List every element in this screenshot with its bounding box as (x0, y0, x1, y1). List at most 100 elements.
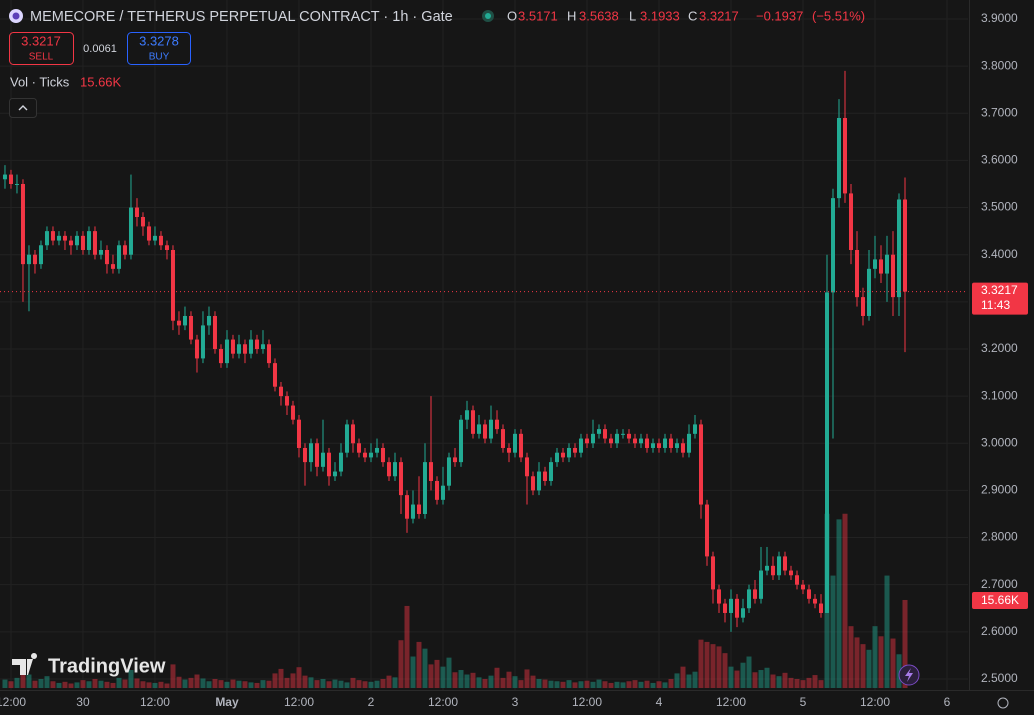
volume-bar (50, 681, 56, 688)
candle-body (86, 231, 91, 250)
volume-bar (740, 662, 746, 688)
volume-bar (764, 667, 770, 688)
y-tick-label: 3.4000 (981, 247, 1018, 261)
candle-body (716, 589, 721, 604)
volume-bar (500, 677, 506, 688)
candle-body (320, 452, 325, 467)
volume-bar (872, 626, 878, 688)
candle-body (8, 174, 13, 184)
logo-text: TradingView (48, 655, 166, 677)
last-price-label: 3.3217 (981, 283, 1018, 297)
candle-body (110, 264, 115, 269)
candle-body (554, 452, 559, 463)
volume-bar (860, 644, 866, 688)
volume-bar (260, 680, 266, 688)
volume-bar (188, 677, 194, 688)
candle-body (812, 598, 817, 604)
y-tick-label: 2.6000 (981, 624, 1018, 638)
candle-body (212, 315, 217, 349)
candle-body (638, 438, 643, 444)
symbol-title[interactable]: MEMECORE / TETHERUS PERPETUAL CONTRACT ·… (30, 9, 453, 25)
candle-body (740, 608, 745, 618)
candle-body (896, 199, 901, 298)
candle-body (50, 231, 55, 241)
volume-bar (344, 682, 350, 688)
volume-bar (374, 680, 380, 688)
volume-bar (566, 680, 572, 688)
y-tick-label: 3.8000 (981, 58, 1018, 72)
volume-bar (782, 672, 788, 688)
candle-body (488, 419, 493, 439)
volume-bar (812, 675, 818, 688)
candle-body (20, 183, 25, 265)
candle-body (116, 245, 121, 269)
volume-bar (848, 626, 854, 688)
volume-bar (530, 675, 536, 688)
candle-body (410, 504, 415, 519)
volume-bar (440, 666, 446, 688)
x-tick-label: 12:00 (860, 695, 890, 709)
volume-bar (368, 681, 374, 688)
candle-body (38, 245, 43, 265)
collapse-button[interactable] (9, 98, 37, 118)
candle-body (158, 235, 163, 246)
candle-body (44, 231, 49, 246)
volume-bar (62, 681, 68, 688)
volume-bar (806, 677, 812, 688)
volume-bar (68, 683, 74, 688)
volume-bar (134, 678, 140, 688)
volume-bar (362, 681, 368, 688)
y-tick-label: 3.2000 (981, 341, 1018, 355)
spread: 0.0061 (83, 43, 117, 55)
volume-bar (446, 657, 452, 688)
candle-body (428, 462, 433, 481)
candle-body (218, 348, 223, 364)
volume-bar (182, 679, 188, 688)
volume-bar (518, 680, 524, 688)
candle-body (32, 254, 37, 265)
candle-body (866, 268, 871, 316)
volume-bar (26, 674, 32, 688)
volume-bar (692, 671, 698, 688)
volume-bar (8, 681, 14, 688)
volume-bar (650, 682, 656, 688)
volume-bar (392, 677, 398, 688)
collapse-icon (18, 105, 28, 111)
candle-body (338, 452, 343, 472)
settings-button[interactable] (997, 697, 1009, 709)
candle-body (884, 254, 889, 274)
volume-bar (404, 605, 410, 688)
candle-body (182, 315, 187, 326)
volume-bar (356, 680, 362, 688)
change: −0.1937 (756, 8, 803, 23)
logo-icon (12, 652, 38, 675)
volume-bar (266, 680, 272, 688)
volume-bar (98, 680, 104, 688)
last-price-badge (972, 282, 1028, 315)
candle-body (200, 325, 205, 359)
candle-body (2, 174, 7, 180)
candle-body (446, 457, 451, 486)
candle-body (560, 452, 565, 458)
volume-bar (590, 681, 596, 688)
candle-body (746, 589, 751, 609)
volume-bar (110, 682, 116, 688)
candle-body (704, 504, 709, 557)
ohlc-key: H (567, 8, 576, 23)
candle-body (650, 443, 655, 448)
volume-bar (386, 675, 392, 688)
candle-body (302, 447, 307, 463)
candle-body (188, 315, 193, 340)
volume-bar (578, 681, 584, 688)
candle-body (788, 570, 793, 576)
candle-body (626, 433, 631, 439)
volume-bar (338, 680, 344, 688)
candle-body (374, 447, 379, 453)
volume-bar (704, 641, 710, 688)
y-tick-label: 3.1000 (981, 388, 1018, 402)
sell-button[interactable] (9, 32, 74, 65)
buy-button[interactable] (127, 32, 191, 65)
candle-body (464, 410, 469, 420)
volume-bar (680, 666, 686, 688)
candle-body (512, 433, 517, 453)
